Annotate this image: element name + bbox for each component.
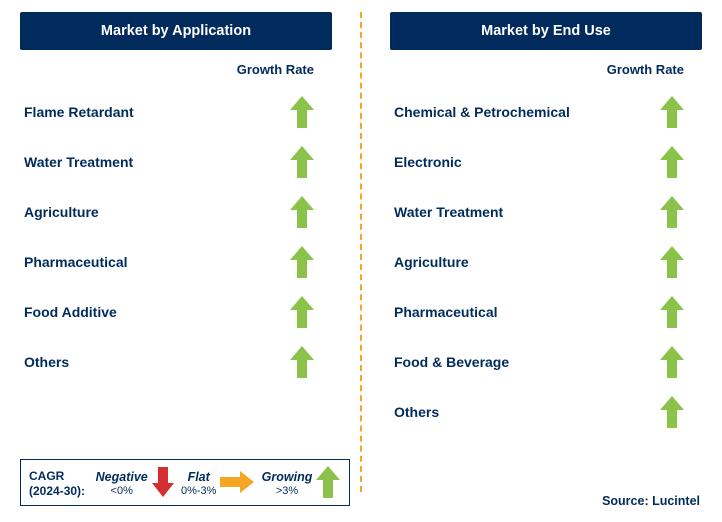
source-label: Source: Lucintel <box>602 494 700 508</box>
category-label: Food & Beverage <box>394 354 509 370</box>
legend-item: Flat0%-3% <box>181 470 254 497</box>
right-growth-header: Growth Rate <box>390 62 702 77</box>
category-row: Pharmaceutical <box>20 237 332 287</box>
arrow-up-icon <box>660 146 684 178</box>
legend-item-label: Flat <box>188 470 210 484</box>
arrow-right-icon <box>220 471 254 493</box>
growth-indicator <box>642 346 702 378</box>
category-row: Food & Beverage <box>390 337 702 387</box>
right-panel-title: Market by End Use <box>390 12 702 50</box>
arrow-up-icon <box>316 466 340 498</box>
legend-item-range: <0% <box>111 485 133 497</box>
legend-items: Negative<0% Flat0%-3% Growing>3% <box>95 466 341 501</box>
category-row: Water Treatment <box>390 187 702 237</box>
arrow-down-icon <box>152 467 174 497</box>
growth-indicator <box>642 96 702 128</box>
right-panel: Market by End Use Growth Rate Chemical &… <box>390 12 702 452</box>
legend-item-text: Flat0%-3% <box>181 470 216 497</box>
arrow-up-icon <box>660 246 684 278</box>
category-label: Agriculture <box>24 204 99 220</box>
legend-prefix: CAGR (2024-30): <box>29 469 85 499</box>
legend-item-icon <box>316 466 340 501</box>
legend-item-text: Negative<0% <box>96 470 148 497</box>
category-label: Food Additive <box>24 304 117 320</box>
category-row: Pharmaceutical <box>390 287 702 337</box>
category-label: Water Treatment <box>24 154 133 170</box>
legend-item: Negative<0% <box>96 467 174 500</box>
growth-indicator <box>272 146 332 178</box>
arrow-up-icon <box>660 296 684 328</box>
category-label: Pharmaceutical <box>394 304 498 320</box>
legend-item-label: Growing <box>262 470 313 484</box>
arrow-up-icon <box>660 196 684 228</box>
left-panel: Market by Application Growth Rate Flame … <box>20 12 332 452</box>
legend-item-text: Growing>3% <box>262 470 313 497</box>
growth-indicator <box>642 196 702 228</box>
category-label: Agriculture <box>394 254 469 270</box>
arrow-up-icon <box>290 196 314 228</box>
vertical-divider <box>360 12 362 492</box>
category-label: Others <box>394 404 439 420</box>
category-row: Food Additive <box>20 287 332 337</box>
arrow-up-icon <box>290 346 314 378</box>
left-panel-title: Market by Application <box>20 12 332 50</box>
growth-indicator <box>642 246 702 278</box>
category-row: Water Treatment <box>20 137 332 187</box>
category-label: Others <box>24 354 69 370</box>
legend-prefix-line1: CAGR <box>29 469 85 484</box>
left-rows: Flame Retardant Water Treatment Agricultur… <box>20 87 332 452</box>
legend-item-label: Negative <box>96 470 148 484</box>
category-label: Chemical & Petrochemical <box>394 104 570 120</box>
legend-prefix-line2: (2024-30): <box>29 484 85 499</box>
growth-indicator <box>272 96 332 128</box>
growth-indicator <box>642 396 702 428</box>
category-row: Chemical & Petrochemical <box>390 87 702 137</box>
growth-indicator <box>272 246 332 278</box>
legend: CAGR (2024-30): Negative<0% Flat0%-3% Grow… <box>20 459 350 506</box>
category-label: Flame Retardant <box>24 104 134 120</box>
category-label: Electronic <box>394 154 462 170</box>
arrow-up-icon <box>660 346 684 378</box>
arrow-up-icon <box>290 296 314 328</box>
legend-item-icon <box>220 471 254 496</box>
category-row: Electronic <box>390 137 702 187</box>
category-label: Pharmaceutical <box>24 254 128 270</box>
arrow-up-icon <box>290 96 314 128</box>
panels-container: Market by Application Growth Rate Flame … <box>20 12 702 452</box>
growth-indicator <box>272 196 332 228</box>
arrow-up-icon <box>660 96 684 128</box>
right-rows: Chemical & Petrochemical Electronic Water … <box>390 87 702 452</box>
growth-indicator <box>272 296 332 328</box>
arrow-up-icon <box>290 246 314 278</box>
category-row: Agriculture <box>20 187 332 237</box>
growth-indicator <box>642 296 702 328</box>
arrow-up-icon <box>290 146 314 178</box>
left-growth-header: Growth Rate <box>20 62 332 77</box>
legend-item-range: 0%-3% <box>181 485 216 497</box>
category-row: Others <box>20 337 332 387</box>
category-row: Agriculture <box>390 237 702 287</box>
arrow-up-icon <box>660 396 684 428</box>
category-label: Water Treatment <box>394 204 503 220</box>
category-row: Flame Retardant <box>20 87 332 137</box>
growth-indicator <box>642 146 702 178</box>
growth-indicator <box>272 346 332 378</box>
legend-item: Growing>3% <box>262 466 341 501</box>
legend-item-icon <box>152 467 174 500</box>
category-row: Others <box>390 387 702 437</box>
legend-item-range: >3% <box>276 485 298 497</box>
